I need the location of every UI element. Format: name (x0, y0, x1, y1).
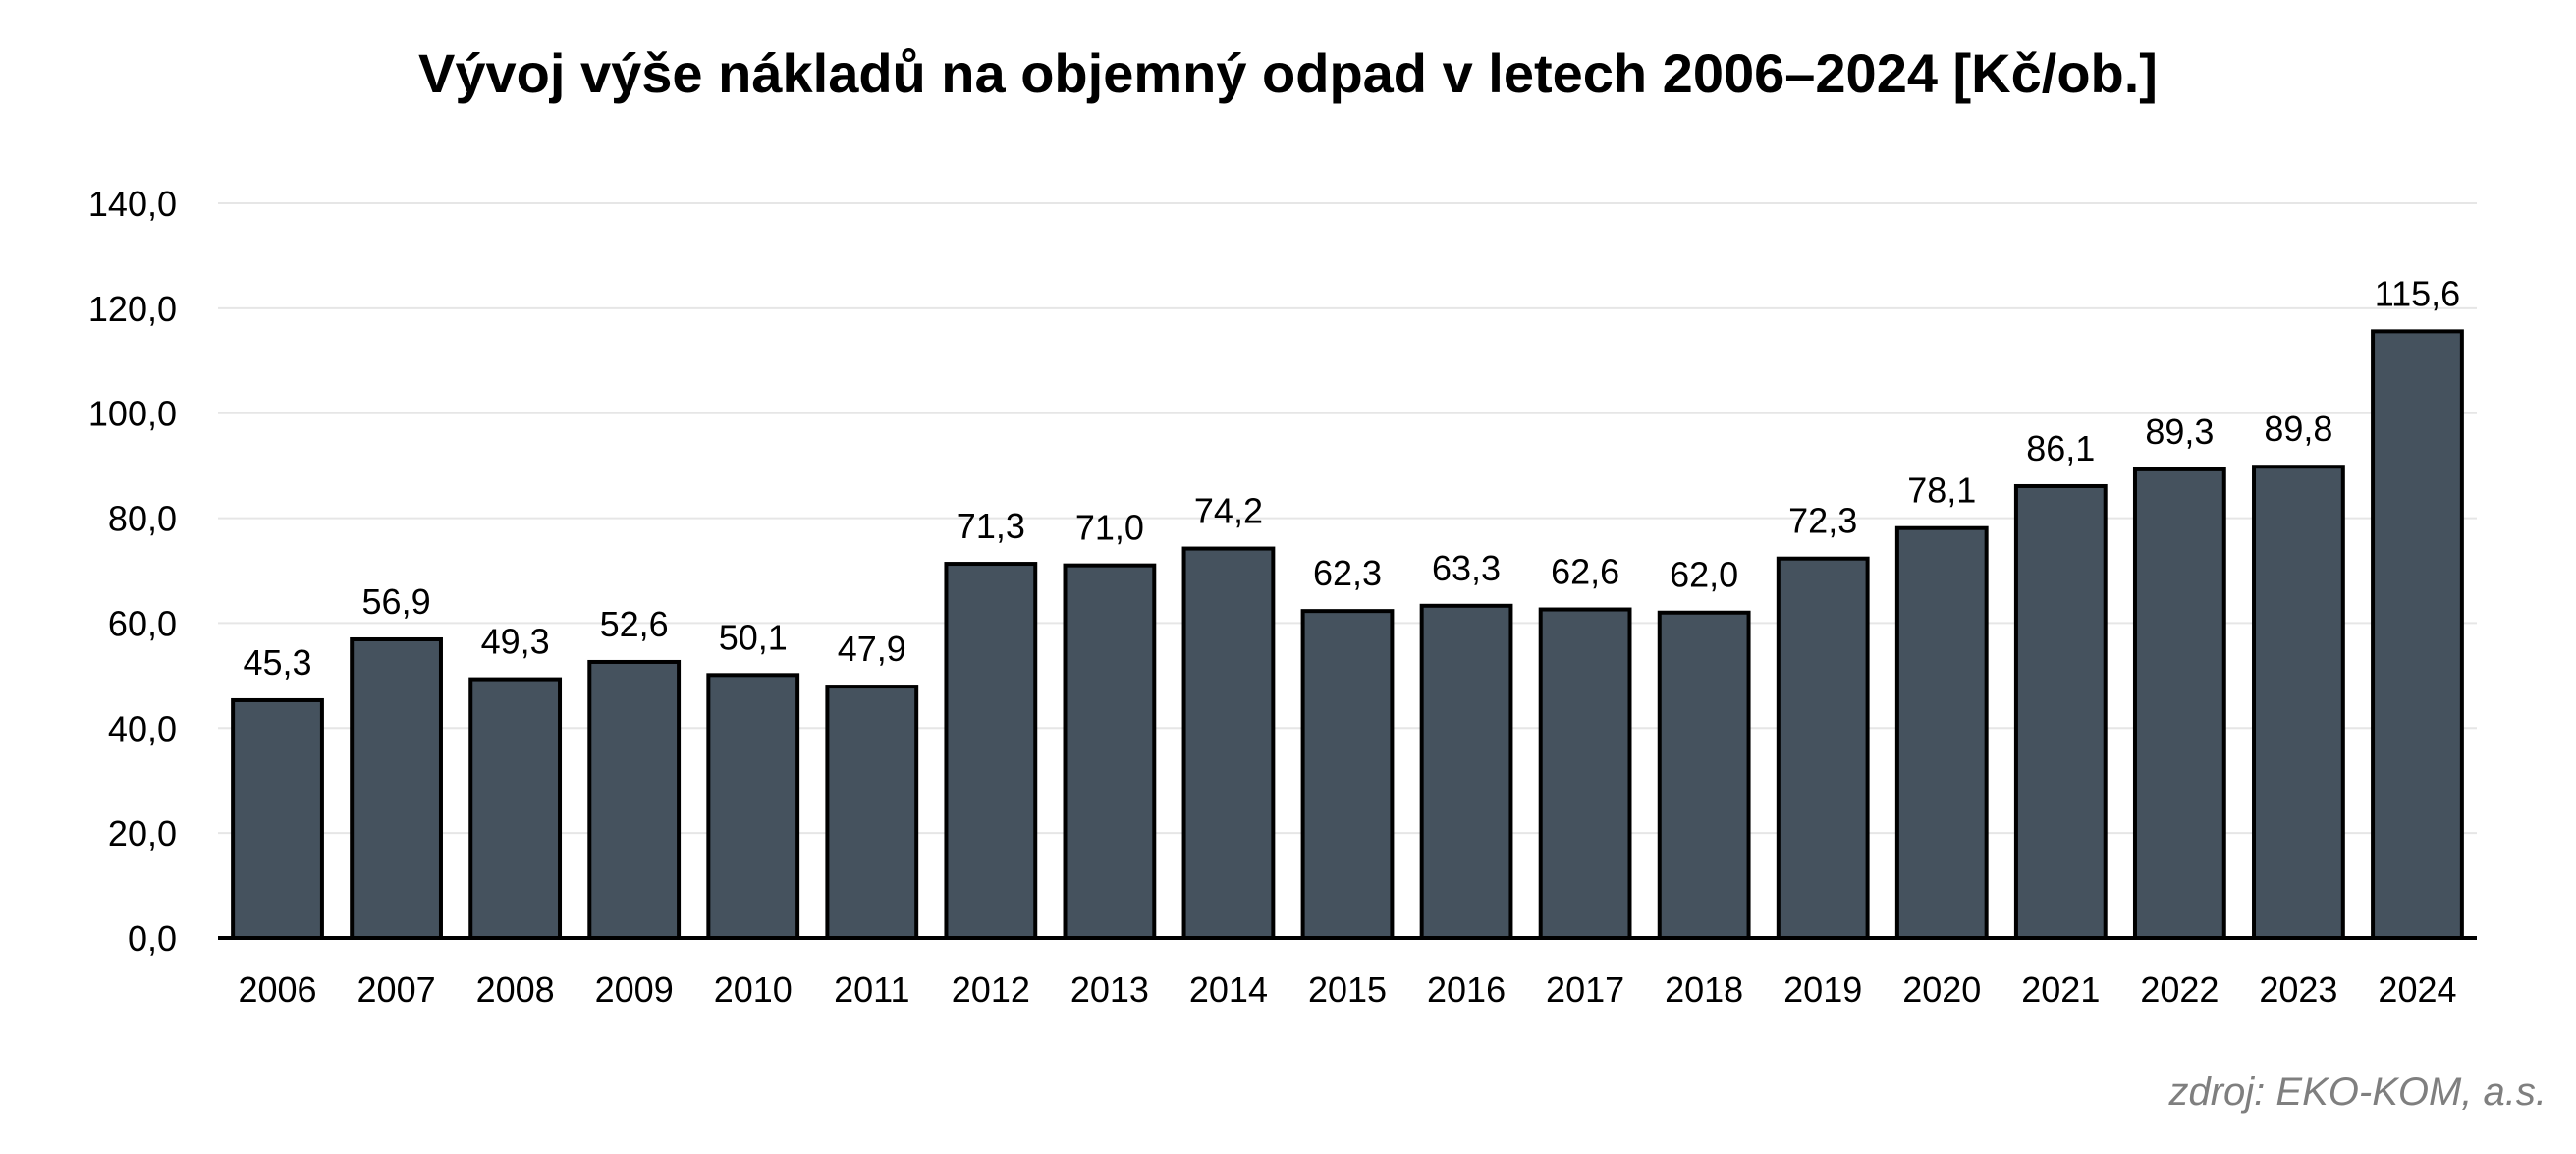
bar-2006 (231, 697, 324, 940)
y-tick-label: 100,0 (88, 394, 177, 434)
bar-2010 (706, 673, 800, 941)
data-label: 71,3 (957, 506, 1025, 546)
bar-2024 (2371, 329, 2464, 940)
x-tick-label: 2008 (476, 969, 555, 1010)
data-label: 52,6 (600, 604, 669, 644)
x-tick-label: 2019 (1783, 969, 1862, 1010)
bar-2018 (1657, 610, 1751, 940)
y-axis-tick-labels: 0,0 20,0 40,0 60,0 80,0 100,0 120,0 140,0 (88, 184, 177, 959)
x-tick-label: 2023 (2259, 969, 2337, 1010)
data-label: 78,1 (1907, 470, 1976, 511)
bar-2016 (1419, 603, 1513, 940)
x-tick-label: 2014 (1189, 969, 1268, 1010)
x-tick-label: 2017 (1546, 969, 1624, 1010)
data-label: 115,6 (2375, 273, 2460, 313)
y-tick-label: 20,0 (108, 813, 177, 853)
data-label: 50,1 (719, 617, 788, 657)
y-tick-label: 120,0 (88, 289, 177, 329)
bar-2015 (1300, 609, 1395, 940)
x-tick-label: 2007 (357, 969, 436, 1010)
data-label: 63,3 (1432, 548, 1501, 588)
x-tick-label: 2013 (1070, 969, 1149, 1010)
y-tick-label: 80,0 (108, 499, 177, 539)
bar-2007 (350, 636, 443, 941)
bar-2011 (825, 685, 919, 940)
bar-2008 (468, 677, 563, 941)
data-label: 62,3 (1313, 553, 1382, 593)
x-axis-tick-labels: 2006 2007 2008 2009 2010 2011 2012 2013 2014 2015… (238, 969, 2456, 1010)
x-tick-label: 2010 (714, 969, 793, 1010)
x-tick-label: 2020 (1902, 969, 1981, 1010)
y-tick-label: 0,0 (128, 918, 177, 959)
data-label: 62,6 (1551, 552, 1619, 592)
x-tick-label: 2015 (1308, 969, 1387, 1010)
y-tick-label: 60,0 (108, 603, 177, 643)
x-tick-label: 2018 (1665, 969, 1743, 1010)
bars (231, 329, 2464, 941)
bar-2017 (1538, 607, 1632, 941)
data-label: 89,8 (2264, 409, 2332, 449)
x-tick-label: 2009 (595, 969, 674, 1010)
data-label: 86,1 (2026, 428, 2095, 468)
data-label: 71,0 (1075, 508, 1144, 548)
bar-2022 (2132, 467, 2226, 940)
bar-2009 (587, 659, 682, 940)
chart-title: Vývoj výše nákladů na objemný odpad v le… (418, 42, 2158, 104)
data-label: 45,3 (243, 642, 311, 683)
x-tick-label: 2006 (238, 969, 316, 1010)
y-tick-label: 140,0 (88, 184, 177, 224)
x-tick-label: 2011 (834, 969, 909, 1010)
source-note: zdroj: EKO-KOM, a.s. (2168, 1071, 2547, 1114)
data-label: 56,9 (362, 581, 431, 622)
x-tick-label: 2024 (2378, 969, 2456, 1010)
bar-2014 (1181, 546, 1276, 940)
data-label: 72,3 (1788, 501, 1857, 541)
x-tick-label: 2021 (2021, 969, 2100, 1010)
data-label: 49,3 (481, 622, 550, 662)
data-label: 74,2 (1194, 491, 1263, 531)
bar-2019 (1776, 556, 1870, 940)
bar-2013 (1063, 563, 1157, 941)
data-label: 89,3 (2145, 412, 2214, 452)
bar-2023 (2252, 465, 2345, 940)
x-tick-label: 2022 (2140, 969, 2219, 1010)
data-label: 62,0 (1670, 555, 1738, 595)
bar-2020 (1894, 525, 1989, 940)
bar-2021 (2013, 483, 2108, 940)
y-tick-label: 40,0 (108, 708, 177, 748)
x-tick-label: 2016 (1427, 969, 1506, 1010)
data-label: 47,9 (838, 629, 906, 669)
x-tick-label: 2012 (952, 969, 1030, 1010)
bar-2012 (944, 562, 1038, 940)
data-labels: 45,3 56,9 49,3 52,6 50,1 47,9 71,3 71,0 74,2 62,3… (243, 273, 2460, 683)
